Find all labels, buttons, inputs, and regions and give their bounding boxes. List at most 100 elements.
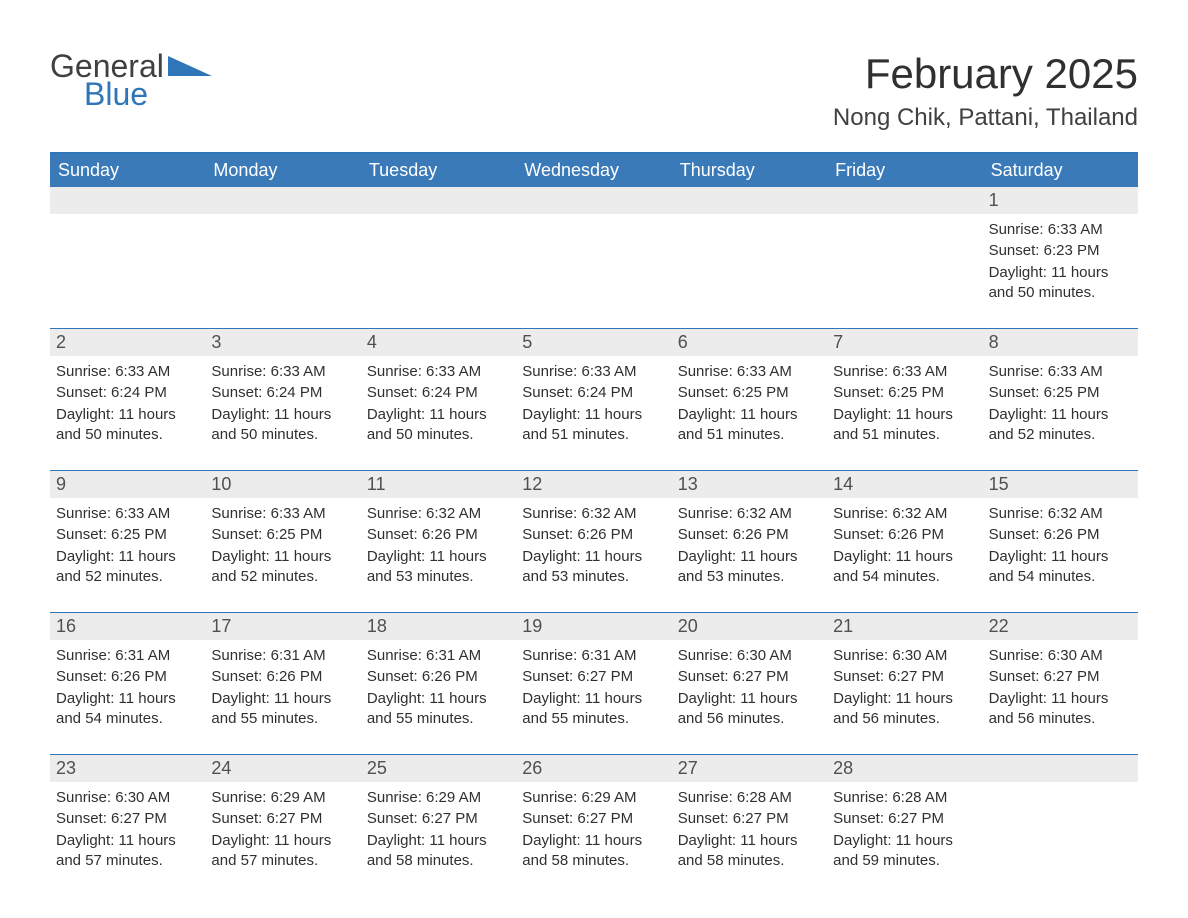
day-cell: Sunrise: 6:33 AMSunset: 6:25 PMDaylight:… — [827, 356, 982, 448]
day-number: 16 — [50, 613, 205, 640]
header: General Blue February 2025 Nong Chik, Pa… — [50, 50, 1138, 144]
sunset-text: Sunset: 6:26 PM — [56, 667, 199, 687]
sunrise-text: Sunrise: 6:30 AM — [833, 646, 976, 666]
day-number — [361, 187, 516, 214]
day-number — [672, 187, 827, 214]
cell-row: Sunrise: 6:33 AMSunset: 6:23 PMDaylight:… — [50, 214, 1138, 306]
day-number: 2 — [50, 329, 205, 356]
day-cell: Sunrise: 6:32 AMSunset: 6:26 PMDaylight:… — [983, 498, 1138, 590]
day-number: 7 — [827, 329, 982, 356]
daylight-text: Daylight: 11 hours and 54 minutes. — [989, 547, 1132, 588]
day-cell: Sunrise: 6:32 AMSunset: 6:26 PMDaylight:… — [672, 498, 827, 590]
sunrise-text: Sunrise: 6:32 AM — [833, 504, 976, 524]
day-number: 26 — [516, 755, 671, 782]
sunset-text: Sunset: 6:26 PM — [678, 525, 821, 545]
day-number: 3 — [205, 329, 360, 356]
daylight-text: Daylight: 11 hours and 52 minutes. — [989, 405, 1132, 446]
day-number: 25 — [361, 755, 516, 782]
sunset-text: Sunset: 6:26 PM — [367, 667, 510, 687]
daylight-text: Daylight: 11 hours and 52 minutes. — [211, 547, 354, 588]
sunrise-text: Sunrise: 6:32 AM — [678, 504, 821, 524]
daynum-row: 232425262728 — [50, 755, 1138, 782]
sunset-text: Sunset: 6:27 PM — [56, 809, 199, 829]
sunrise-text: Sunrise: 6:29 AM — [211, 788, 354, 808]
day-number: 5 — [516, 329, 671, 356]
cell-row: Sunrise: 6:33 AMSunset: 6:25 PMDaylight:… — [50, 498, 1138, 590]
calendar-week: 232425262728Sunrise: 6:30 AMSunset: 6:27… — [50, 754, 1138, 874]
daylight-text: Daylight: 11 hours and 58 minutes. — [522, 831, 665, 872]
cell-row: Sunrise: 6:30 AMSunset: 6:27 PMDaylight:… — [50, 782, 1138, 874]
daylight-text: Daylight: 11 hours and 54 minutes. — [56, 689, 199, 730]
page-location: Nong Chik, Pattani, Thailand — [833, 104, 1138, 132]
calendar-week: 2345678Sunrise: 6:33 AMSunset: 6:24 PMDa… — [50, 328, 1138, 448]
sunrise-text: Sunrise: 6:30 AM — [989, 646, 1132, 666]
daylight-text: Daylight: 11 hours and 53 minutes. — [367, 547, 510, 588]
day-cell: Sunrise: 6:33 AMSunset: 6:24 PMDaylight:… — [361, 356, 516, 448]
sunrise-text: Sunrise: 6:33 AM — [211, 362, 354, 382]
sunrise-text: Sunrise: 6:31 AM — [522, 646, 665, 666]
day-cell: Sunrise: 6:33 AMSunset: 6:25 PMDaylight:… — [50, 498, 205, 590]
sunrise-text: Sunrise: 6:33 AM — [678, 362, 821, 382]
weekday-label: Thursday — [672, 154, 827, 187]
daylight-text: Daylight: 11 hours and 57 minutes. — [211, 831, 354, 872]
brand-blue: Blue — [84, 78, 164, 110]
sunset-text: Sunset: 6:25 PM — [989, 383, 1132, 403]
day-number — [983, 755, 1138, 782]
day-cell: Sunrise: 6:29 AMSunset: 6:27 PMDaylight:… — [361, 782, 516, 874]
day-number: 18 — [361, 613, 516, 640]
day-cell: Sunrise: 6:31 AMSunset: 6:26 PMDaylight:… — [361, 640, 516, 732]
weekday-label: Monday — [205, 154, 360, 187]
day-cell: Sunrise: 6:32 AMSunset: 6:26 PMDaylight:… — [361, 498, 516, 590]
calendar-week: 16171819202122Sunrise: 6:31 AMSunset: 6:… — [50, 612, 1138, 732]
day-number: 12 — [516, 471, 671, 498]
day-number: 8 — [983, 329, 1138, 356]
sunrise-text: Sunrise: 6:33 AM — [989, 220, 1132, 240]
brand-logo: General Blue — [50, 50, 212, 110]
sunset-text: Sunset: 6:27 PM — [989, 667, 1132, 687]
day-cell — [983, 782, 1138, 874]
sunset-text: Sunset: 6:25 PM — [678, 383, 821, 403]
sunrise-text: Sunrise: 6:30 AM — [678, 646, 821, 666]
sunrise-text: Sunrise: 6:32 AM — [367, 504, 510, 524]
daylight-text: Daylight: 11 hours and 50 minutes. — [367, 405, 510, 446]
sunset-text: Sunset: 6:25 PM — [211, 525, 354, 545]
day-cell: Sunrise: 6:29 AMSunset: 6:27 PMDaylight:… — [205, 782, 360, 874]
sunrise-text: Sunrise: 6:33 AM — [367, 362, 510, 382]
day-cell: Sunrise: 6:31 AMSunset: 6:26 PMDaylight:… — [50, 640, 205, 732]
day-cell: Sunrise: 6:30 AMSunset: 6:27 PMDaylight:… — [983, 640, 1138, 732]
sunrise-text: Sunrise: 6:31 AM — [56, 646, 199, 666]
daylight-text: Daylight: 11 hours and 52 minutes. — [56, 547, 199, 588]
day-number: 10 — [205, 471, 360, 498]
daylight-text: Daylight: 11 hours and 57 minutes. — [56, 831, 199, 872]
day-cell: Sunrise: 6:30 AMSunset: 6:27 PMDaylight:… — [672, 640, 827, 732]
day-number: 13 — [672, 471, 827, 498]
sunset-text: Sunset: 6:27 PM — [833, 667, 976, 687]
sunset-text: Sunset: 6:24 PM — [56, 383, 199, 403]
sunrise-text: Sunrise: 6:29 AM — [367, 788, 510, 808]
day-cell — [672, 214, 827, 306]
daylight-text: Daylight: 11 hours and 53 minutes. — [678, 547, 821, 588]
daylight-text: Daylight: 11 hours and 58 minutes. — [678, 831, 821, 872]
sunset-text: Sunset: 6:24 PM — [211, 383, 354, 403]
day-number: 24 — [205, 755, 360, 782]
sunrise-text: Sunrise: 6:33 AM — [56, 362, 199, 382]
day-number: 21 — [827, 613, 982, 640]
sunrise-text: Sunrise: 6:33 AM — [211, 504, 354, 524]
daylight-text: Daylight: 11 hours and 56 minutes. — [833, 689, 976, 730]
sunrise-text: Sunrise: 6:33 AM — [833, 362, 976, 382]
day-number: 15 — [983, 471, 1138, 498]
day-cell — [205, 214, 360, 306]
sunset-text: Sunset: 6:24 PM — [522, 383, 665, 403]
sunrise-text: Sunrise: 6:32 AM — [522, 504, 665, 524]
weekday-label: Wednesday — [516, 154, 671, 187]
day-cell: Sunrise: 6:33 AMSunset: 6:25 PMDaylight:… — [983, 356, 1138, 448]
day-number: 6 — [672, 329, 827, 356]
daylight-text: Daylight: 11 hours and 53 minutes. — [522, 547, 665, 588]
day-number: 27 — [672, 755, 827, 782]
page-title: February 2025 — [833, 50, 1138, 98]
sunset-text: Sunset: 6:27 PM — [678, 667, 821, 687]
sunset-text: Sunset: 6:26 PM — [833, 525, 976, 545]
day-number: 28 — [827, 755, 982, 782]
daylight-text: Daylight: 11 hours and 50 minutes. — [989, 263, 1132, 304]
sunrise-text: Sunrise: 6:30 AM — [56, 788, 199, 808]
